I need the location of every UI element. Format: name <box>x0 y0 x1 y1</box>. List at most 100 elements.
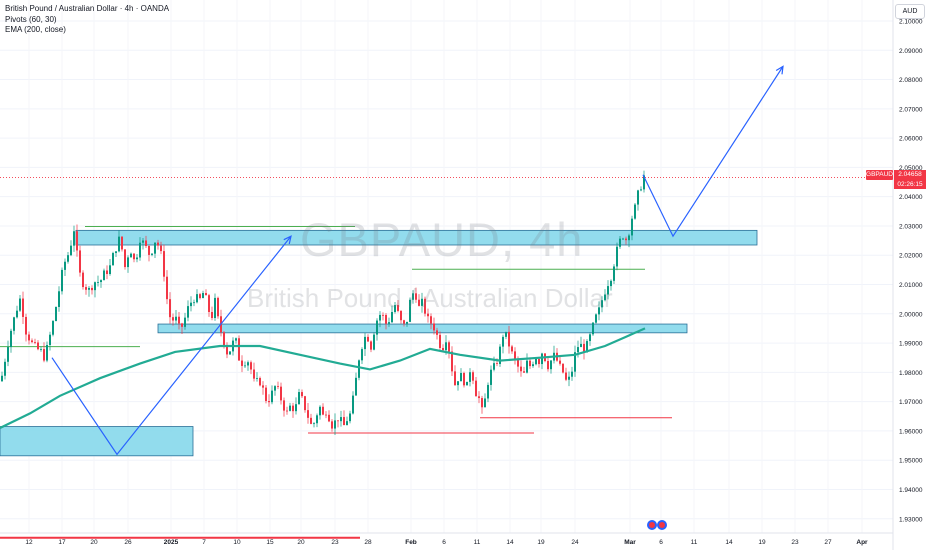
price-axis: 1.93000 1.94000 1.95000 1.96000 1.97000 1.980… <box>892 0 923 550</box>
candle-body <box>604 294 606 301</box>
candle-body <box>331 421 333 429</box>
candle-body <box>589 334 591 342</box>
symbol-title[interactable]: British Pound / Australian Dollar · 4h ·… <box>5 4 170 13</box>
pivots-indicator-label[interactable]: Pivots (60, 30) <box>5 14 57 24</box>
time-tick-label: 15 <box>266 539 274 546</box>
price-tick-label: 2.06000 <box>899 136 923 143</box>
time-tick-label: 20 <box>90 539 98 546</box>
time-tick-label: 11 <box>691 539 698 546</box>
candle-body <box>397 305 399 311</box>
candle-body <box>7 347 9 362</box>
candle-body <box>445 342 447 351</box>
candle-body <box>238 338 240 361</box>
candle-body <box>412 293 414 300</box>
candle-body <box>613 266 615 281</box>
currency-button[interactable]: AUD <box>895 4 925 19</box>
candle-body <box>370 341 372 350</box>
candle-body <box>490 369 492 385</box>
price-tick-label: 1.93000 <box>899 516 923 523</box>
candle-body <box>166 276 168 300</box>
candle-body <box>100 280 102 283</box>
candle-body <box>442 347 444 351</box>
candle-body <box>559 360 561 364</box>
candle-body <box>31 340 33 343</box>
time-tick-label: 19 <box>537 539 545 546</box>
candle-body <box>538 358 540 365</box>
candle-body <box>94 282 96 291</box>
ema-indicator-label[interactable]: EMA (200, close) <box>5 25 66 34</box>
zone-rectangle <box>157 323 688 334</box>
candle-body <box>73 231 75 246</box>
candle-body <box>133 253 135 260</box>
candle-body <box>265 387 267 402</box>
candle-body <box>79 250 81 273</box>
candle-body <box>22 298 24 317</box>
candle-body <box>565 372 567 380</box>
candle-body <box>217 297 219 317</box>
candle-body <box>394 305 396 313</box>
candle-body <box>448 342 450 352</box>
time-tick-label: 14 <box>506 539 514 546</box>
candle-body <box>1 375 3 382</box>
candle-body <box>610 280 612 287</box>
candle-body <box>289 405 291 411</box>
candle-body <box>340 417 342 422</box>
candle-body <box>307 410 309 418</box>
price-tick-label: 2.09000 <box>899 48 923 55</box>
candle-body <box>403 320 405 324</box>
candle-body <box>151 253 153 255</box>
candle-body <box>259 378 261 386</box>
candle-body <box>304 396 306 411</box>
candle-body <box>76 231 78 251</box>
candle-body <box>112 253 114 266</box>
candle-body <box>58 291 60 307</box>
time-tick-label: 2025 <box>164 539 179 546</box>
watermark-ticker: GBPAUD, 4h <box>300 213 584 266</box>
candle-body <box>499 346 501 364</box>
candle-body <box>97 282 99 283</box>
last-price-value: 2.04658 <box>898 171 922 178</box>
last-price-symbol: GBPAUD <box>866 170 893 180</box>
price-tick-label: 1.96000 <box>899 428 923 435</box>
time-tick-label: 10 <box>233 539 241 546</box>
price-tick-label: 2.08000 <box>899 77 923 84</box>
candle-body <box>184 317 186 327</box>
candle-body <box>40 349 42 350</box>
candle-body <box>172 317 174 321</box>
candle-body <box>91 287 93 291</box>
events-icon[interactable] <box>647 520 667 530</box>
price-tick-label: 2.10000 <box>899 19 923 26</box>
candle-body <box>496 363 498 364</box>
candle-body <box>229 351 231 355</box>
candle-body <box>118 236 120 252</box>
candle-body <box>358 360 360 378</box>
candle-body <box>640 189 642 191</box>
candle-body <box>10 330 12 348</box>
candle-body <box>484 398 486 408</box>
candle-body <box>325 414 327 416</box>
candle-body <box>55 306 57 322</box>
candle-body <box>295 404 297 412</box>
candle-body <box>577 347 579 353</box>
candle-body <box>244 365 246 367</box>
candle-body <box>52 321 54 335</box>
candle-body <box>241 360 243 366</box>
candle-body <box>211 312 213 319</box>
candle-body <box>190 302 192 307</box>
price-tick-label: 1.95000 <box>899 458 923 465</box>
candle-body <box>523 371 525 373</box>
candle-body <box>25 316 27 335</box>
candle-body <box>400 310 402 321</box>
candle-body <box>187 306 189 318</box>
chart-legend: British Pound / Australian Dollar · 4h ·… <box>5 4 169 36</box>
candle-body <box>274 386 276 391</box>
projection-path <box>51 235 292 456</box>
time-tick-label: 6 <box>442 539 446 546</box>
candle-body <box>319 406 321 416</box>
candle-body <box>511 346 513 352</box>
candle-body <box>415 293 417 300</box>
candle-body <box>115 251 117 254</box>
candle-body <box>625 238 627 241</box>
candle-body <box>436 330 438 335</box>
